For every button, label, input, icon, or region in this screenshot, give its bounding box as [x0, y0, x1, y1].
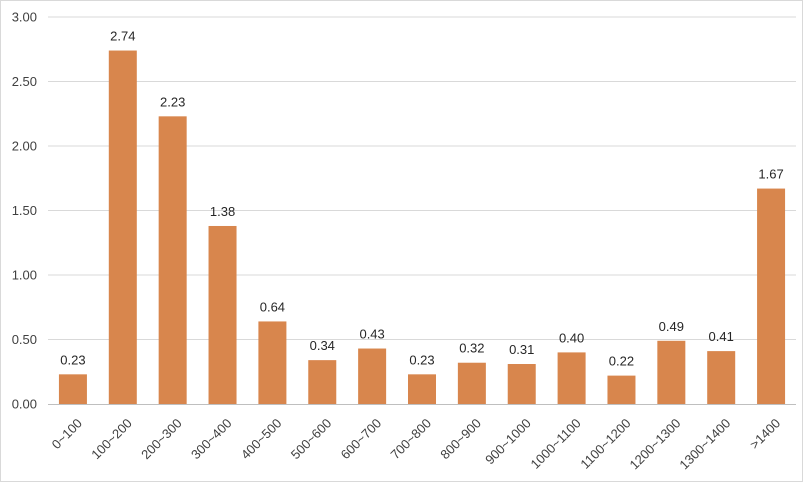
- x-tick-label: 500~600: [288, 416, 335, 463]
- data-label: 0.32: [459, 341, 484, 356]
- bar: [208, 225, 237, 404]
- x-tick-label: 400~500: [238, 416, 285, 463]
- data-label: 1.38: [210, 204, 235, 219]
- y-tick-label: 3.00: [12, 10, 37, 25]
- x-tick-label: 1000~1100: [528, 416, 584, 472]
- bar: [108, 50, 137, 404]
- bar: [707, 351, 736, 404]
- data-labels: 0.23 2.74 2.23 1.38 0.64 0.34 0.43 0.23 0.32 0.31…: [60, 29, 783, 369]
- x-tick-label: 200~300: [138, 416, 185, 463]
- x-tick-label: 300~400: [188, 416, 235, 463]
- data-label: 2.23: [160, 94, 185, 109]
- data-label: 0.43: [359, 327, 384, 342]
- y-tick-label: 2.50: [12, 74, 37, 89]
- bar: [158, 116, 187, 404]
- y-axis-tick-labels: 0.00 0.50 1.00 1.50 2.00 2.50 3.00: [12, 10, 37, 412]
- data-label: 0.40: [559, 330, 584, 345]
- data-label: 0.34: [310, 338, 335, 353]
- bar: [358, 348, 387, 404]
- y-tick-label: 0.50: [12, 332, 37, 347]
- bar: [457, 362, 486, 404]
- data-label: 0.64: [260, 299, 285, 314]
- bar: [308, 360, 337, 404]
- y-tick-label: 1.50: [12, 203, 37, 218]
- x-tick-label: 1200~1300: [627, 416, 684, 473]
- bar: [258, 321, 287, 404]
- data-label: 0.49: [659, 319, 684, 334]
- bar: [408, 374, 436, 404]
- x-tick-label: 0~100: [49, 416, 85, 452]
- x-tick-label: 700~800: [387, 416, 434, 463]
- bar: [58, 374, 87, 404]
- data-label: 0.31: [509, 342, 534, 357]
- bar: [557, 352, 586, 404]
- data-label: 1.67: [758, 167, 783, 182]
- y-tick-label: 0.00: [12, 397, 37, 412]
- data-label: 0.23: [60, 352, 85, 367]
- x-axis-tick-labels: 0~100 100~200 200~300 300~400 400~500 500~600…: [49, 416, 784, 473]
- x-tick-label: >1400: [747, 416, 783, 452]
- x-tick-label: 600~700: [338, 416, 385, 463]
- x-tick-label: 1100~1200: [577, 416, 633, 472]
- bar: [657, 340, 686, 404]
- bars: [58, 50, 786, 404]
- data-label: 0.41: [709, 329, 734, 344]
- bar: [507, 364, 536, 404]
- y-tick-label: 2.00: [12, 139, 37, 154]
- bar: [607, 375, 636, 404]
- y-tick-label: 1.00: [12, 268, 37, 283]
- x-tick-label: 800~900: [437, 416, 484, 463]
- data-label: 2.74: [110, 29, 135, 44]
- bar: [757, 188, 786, 404]
- x-tick-label: 100~200: [88, 416, 135, 463]
- x-tick-label: 1300~1400: [676, 416, 733, 473]
- data-label: 0.22: [609, 354, 634, 369]
- data-label: 0.23: [409, 352, 434, 367]
- x-tick-label: 900~1000: [482, 416, 534, 468]
